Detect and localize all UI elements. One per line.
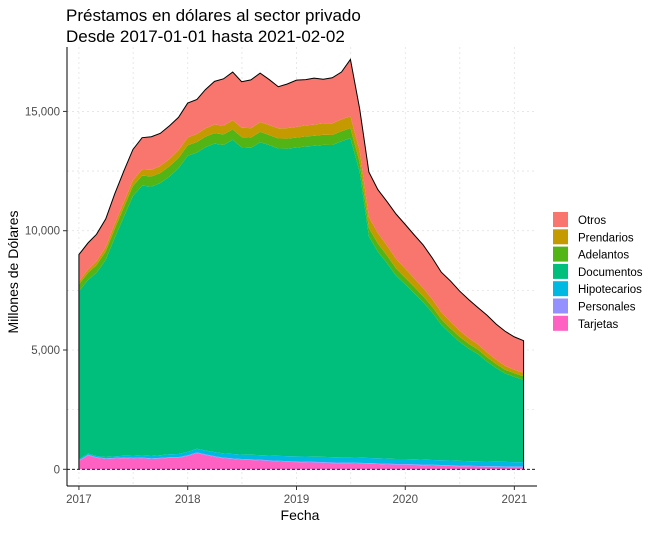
legend-swatch-prendarios: [553, 229, 568, 245]
area-prendarios: [78, 116, 524, 377]
legend-swatch-tarjetas: [553, 315, 568, 331]
chart-title: Préstamos en dólares al sector privado: [66, 6, 361, 25]
total-outline: [78, 58, 525, 470]
stacked-areas: [67, 58, 537, 470]
x-tick-label: 2017: [66, 494, 92, 506]
y-tick-label: 5,000: [31, 345, 60, 357]
legend-swatch-personales: [553, 298, 568, 314]
legend-label-prendarios: Prendarios: [578, 232, 634, 244]
area-hipotecarios: [78, 448, 524, 467]
legend-swatch-adelantos: [553, 246, 568, 262]
legend-swatch-hipotecarios: [553, 281, 568, 297]
legend-label-adelantos: Adelantos: [578, 250, 629, 262]
legend-swatch-documentos: [553, 263, 568, 279]
x-axis-title: Fecha: [281, 507, 320, 523]
chart-subtitle: Desde 2017-01-01 hasta 2021-02-02: [66, 27, 345, 46]
area-otros: [78, 59, 524, 373]
y-tick-label: 15,000: [25, 106, 60, 118]
axes: 0 5,000 10,000 15,000 2017 2018 2019 2020 2021: [25, 47, 537, 506]
x-tick-label: 2020: [392, 494, 418, 506]
area-tarjetas: [78, 453, 524, 470]
x-tick-label: 2021: [502, 494, 528, 506]
legend-swatch-otros: [553, 212, 568, 227]
legend-label-otros: Otros: [578, 215, 606, 227]
legend-label-hipotecarios: Hipotecarios: [578, 284, 642, 296]
y-axis-title: Millones de Dólares: [5, 211, 21, 334]
area-adelantos: [78, 128, 524, 380]
x-tick-label: 2019: [284, 494, 310, 506]
legend-label-tarjetas: Tarjetas: [578, 319, 619, 331]
area-documentos: [78, 138, 524, 463]
legend: Otros Prendarios Adelantos Documentos Hipote…: [553, 212, 643, 331]
y-tick-label: 10,000: [25, 226, 60, 238]
legend-label-personales: Personales: [578, 302, 636, 314]
legend-label-documentos: Documentos: [578, 267, 643, 279]
y-tick-label: 0: [54, 464, 60, 476]
x-tick-label: 2018: [175, 494, 201, 506]
